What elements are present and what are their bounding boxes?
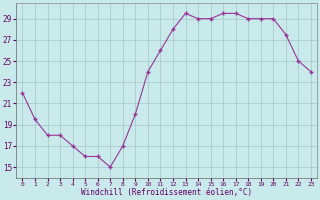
X-axis label: Windchill (Refroidissement éolien,°C): Windchill (Refroidissement éolien,°C) xyxy=(81,188,252,197)
